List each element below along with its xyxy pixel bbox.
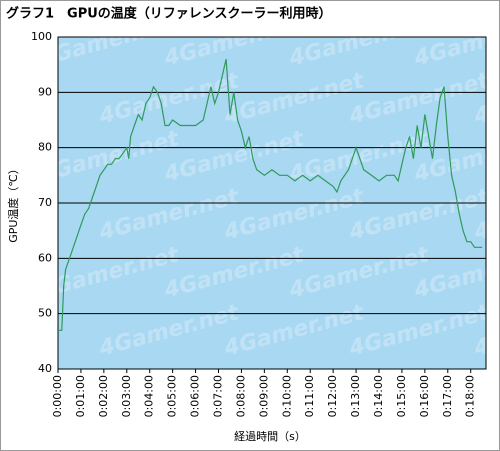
x-tick-label: 0:13:00 [349, 375, 362, 417]
x-tick-label: 0:04:00 [143, 375, 156, 417]
x-tick-label: 0:00:00 [51, 375, 64, 417]
x-tick-label: 0:11:00 [303, 375, 316, 417]
x-tick-label: 0:09:00 [257, 375, 270, 417]
x-tick-label: 0:02:00 [97, 375, 110, 417]
x-tick-label: 0:12:00 [326, 375, 339, 417]
x-tick-label: 0:07:00 [212, 375, 225, 417]
x-tick-label: 0:01:00 [74, 375, 87, 417]
x-tick-label: 0:08:00 [234, 375, 247, 417]
y-tick-label: 100 [31, 30, 52, 43]
y-tick-label: 50 [38, 307, 52, 320]
y-tick-label: 90 [38, 85, 52, 98]
x-tick-label: 0:14:00 [372, 375, 385, 417]
x-tick-label: 0:15:00 [395, 375, 408, 417]
x-tick-label: 0:03:00 [120, 375, 133, 417]
y-axis-label: GPU温度（℃） [6, 163, 20, 243]
x-tick-label: 0:18:00 [464, 375, 477, 417]
x-tick-label: 0:17:00 [441, 375, 454, 417]
y-tick-label: 80 [38, 141, 52, 154]
x-tick-label: 0:05:00 [166, 375, 179, 417]
x-axis-label: 経過時間（s） [234, 430, 306, 443]
y-tick-label: 40 [38, 362, 52, 375]
y-tick-label: 60 [38, 251, 52, 264]
plot-border [57, 36, 487, 370]
x-tick-label: 0:10:00 [280, 375, 293, 417]
x-tick-label: 0:16:00 [418, 375, 431, 417]
chart-title: グラフ1 GPUの温度（リファレンスクーラー利用時） [6, 6, 332, 22]
data-line [58, 58, 483, 331]
x-tick-label: 0:06:00 [189, 375, 202, 417]
y-tick-label: 70 [38, 196, 52, 209]
